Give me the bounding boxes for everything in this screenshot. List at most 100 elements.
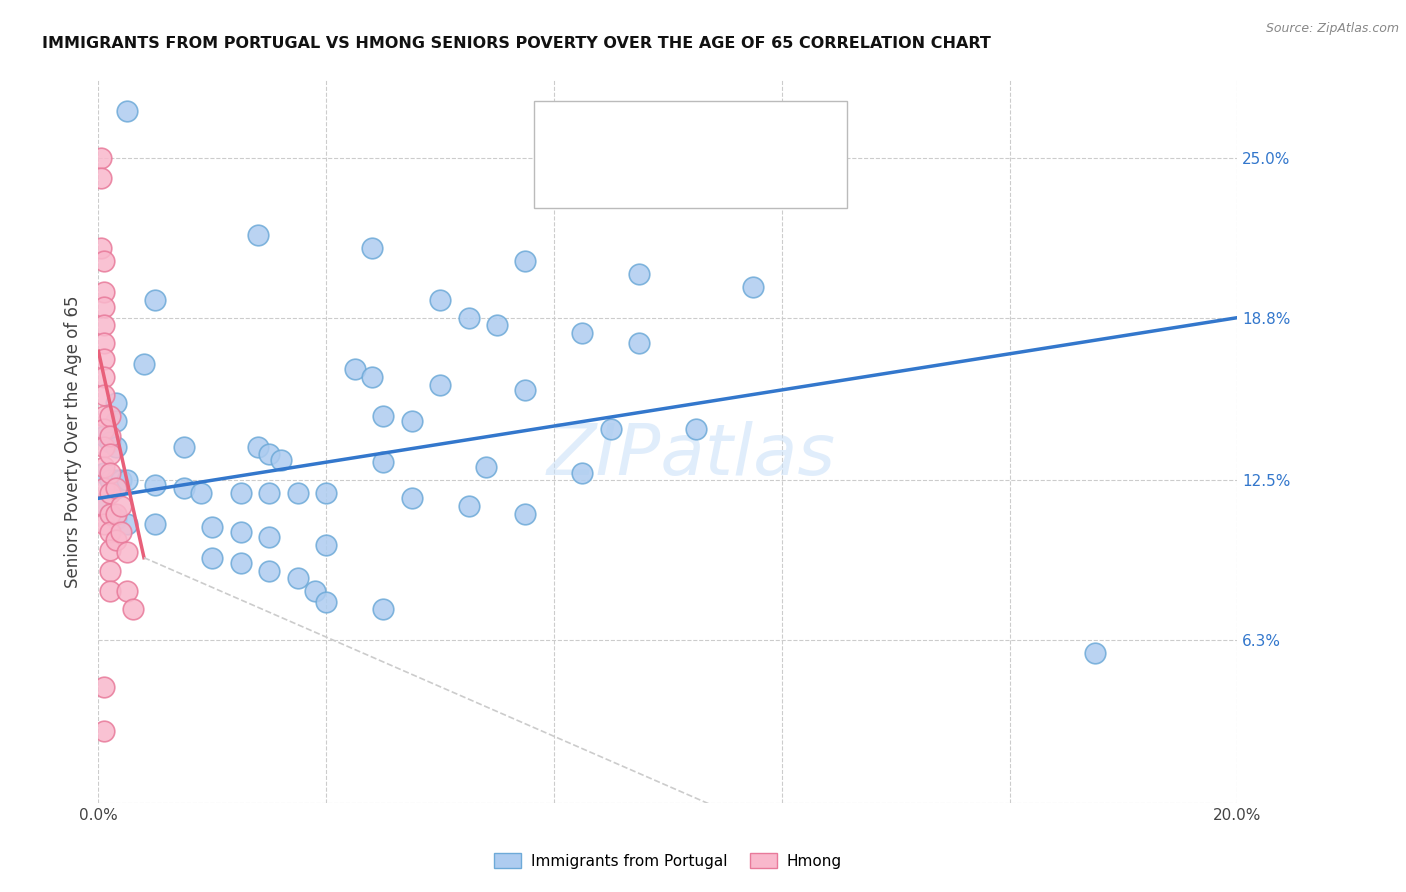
Legend: Immigrants from Portugal, Hmong: Immigrants from Portugal, Hmong: [488, 847, 848, 875]
Point: [373, 602, 395, 616]
Point: [93, 336, 115, 351]
Point: [401, 491, 423, 506]
Point: [429, 377, 451, 392]
Point: [93, 481, 115, 495]
Point: [93, 517, 115, 532]
Point: [259, 564, 281, 578]
Point: [132, 357, 155, 371]
Point: [93, 723, 115, 738]
Point: [360, 370, 382, 384]
Point: [104, 440, 127, 454]
Point: [343, 362, 366, 376]
Point: [104, 473, 127, 487]
Point: [229, 486, 252, 500]
Point: [93, 388, 115, 402]
Point: [315, 538, 337, 552]
Point: [145, 293, 167, 307]
Point: [115, 517, 138, 532]
Point: [246, 228, 269, 243]
Point: [93, 429, 115, 443]
Point: [373, 455, 395, 469]
Point: [515, 507, 537, 521]
Point: [190, 486, 212, 500]
Point: [93, 318, 115, 333]
Point: [90, 171, 112, 186]
Point: [115, 584, 138, 599]
Text: Source: ZipAtlas.com: Source: ZipAtlas.com: [1265, 22, 1399, 36]
Point: [259, 486, 281, 500]
Point: [315, 594, 337, 608]
Y-axis label: Seniors Poverty Over the Age of 65: Seniors Poverty Over the Age of 65: [65, 295, 83, 588]
Point: [98, 542, 121, 557]
Point: [104, 414, 127, 428]
Point: [98, 409, 121, 423]
Point: [98, 466, 121, 480]
Point: [98, 473, 121, 487]
Point: [571, 466, 593, 480]
Point: [98, 507, 121, 521]
Point: [457, 310, 479, 325]
Point: [93, 499, 115, 513]
Point: [121, 602, 143, 616]
Point: [104, 533, 127, 547]
Point: [287, 486, 309, 500]
Point: [429, 293, 451, 307]
Point: [401, 414, 423, 428]
Point: [90, 151, 112, 165]
Point: [93, 422, 115, 436]
Point: [115, 545, 138, 559]
Point: [93, 460, 115, 475]
Point: [98, 507, 121, 521]
Point: [304, 584, 326, 599]
Point: [110, 473, 132, 487]
Point: [98, 434, 121, 449]
Point: [360, 241, 382, 255]
Point: [287, 571, 309, 585]
Point: [110, 524, 132, 539]
Point: [90, 241, 112, 255]
Point: [98, 447, 121, 461]
Point: [145, 517, 167, 532]
Point: [315, 486, 337, 500]
Point: [270, 452, 292, 467]
Point: [742, 279, 765, 293]
Point: [246, 440, 269, 454]
Point: [93, 499, 115, 513]
Point: [515, 383, 537, 397]
Point: [104, 396, 127, 410]
Point: [628, 336, 651, 351]
Point: [98, 564, 121, 578]
Point: [628, 267, 651, 281]
Point: [115, 473, 138, 487]
Point: [104, 481, 127, 495]
Point: [98, 429, 121, 443]
Point: [93, 301, 115, 315]
Text: ZIPatlas: ZIPatlas: [546, 422, 835, 491]
Point: [173, 481, 195, 495]
Point: [685, 422, 707, 436]
Point: [373, 409, 395, 423]
Point: [600, 422, 623, 436]
Point: [486, 318, 509, 333]
Point: [98, 584, 121, 599]
Point: [229, 556, 252, 570]
Point: [110, 499, 132, 513]
Point: [229, 524, 252, 539]
Point: [571, 326, 593, 341]
Point: [104, 507, 127, 521]
Point: [93, 409, 115, 423]
Point: [98, 486, 121, 500]
Text: IMMIGRANTS FROM PORTUGAL VS HMONG SENIORS POVERTY OVER THE AGE OF 65 CORRELATION: IMMIGRANTS FROM PORTUGAL VS HMONG SENIOR…: [42, 36, 991, 51]
Point: [93, 351, 115, 366]
Point: [115, 104, 138, 119]
Point: [93, 254, 115, 268]
Point: [93, 285, 115, 299]
Point: [93, 370, 115, 384]
Point: [93, 680, 115, 694]
Point: [98, 524, 121, 539]
Point: [93, 440, 115, 454]
Point: [1084, 646, 1107, 660]
Point: [104, 512, 127, 526]
Point: [515, 254, 537, 268]
Point: [93, 466, 115, 480]
